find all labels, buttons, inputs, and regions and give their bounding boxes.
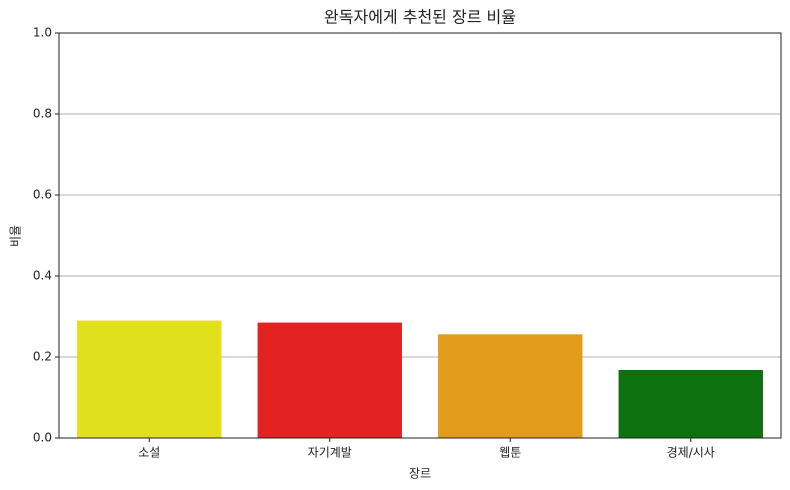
x-tick-label: 자기계발 (308, 446, 352, 460)
chart-title: 완독자에게 추천된 장르 비율 (324, 8, 516, 27)
x-tick-label: 경제/시사 (667, 446, 715, 460)
y-tick-label: 0.2 (33, 350, 52, 364)
x-tick-label: 소설 (138, 446, 160, 460)
y-axis-label: 비율 (9, 225, 23, 247)
bar (77, 320, 222, 438)
y-tick-label: 0.6 (33, 188, 52, 202)
y-tick-label: 0.0 (33, 431, 52, 445)
y-tick-label: 0.4 (33, 269, 52, 283)
bar (257, 322, 402, 438)
bar (618, 369, 763, 438)
bar (438, 334, 583, 438)
y-tick-label: 1.0 (33, 26, 52, 40)
x-tick-label: 웹툰 (499, 446, 521, 460)
y-tick-label: 0.8 (33, 107, 52, 121)
x-axis-label: 장르 (409, 467, 431, 481)
plot-frame (58, 32, 782, 439)
